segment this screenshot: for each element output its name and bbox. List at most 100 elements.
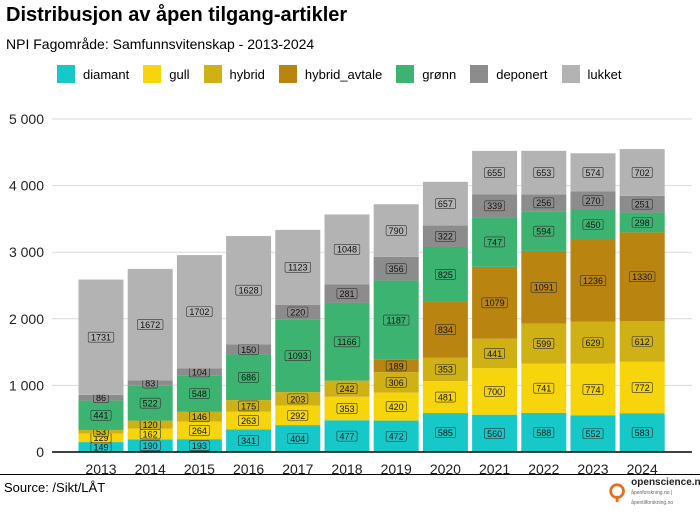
data-label-box xyxy=(530,281,557,293)
data-label: 1079 xyxy=(485,298,505,308)
data-label-box xyxy=(287,410,309,421)
data-label: 353 xyxy=(438,365,453,375)
data-label-box xyxy=(90,409,112,421)
y-tick-label: 3 000 xyxy=(9,244,44,260)
data-label-box xyxy=(579,275,607,286)
legend-label-grønn: grønn xyxy=(422,66,457,82)
data-label: 256 xyxy=(536,198,551,208)
legend-label-hybrid_avtale: hybrid_avtale xyxy=(304,66,383,82)
data-label-box xyxy=(87,331,115,343)
data-label-box xyxy=(434,363,456,375)
data-label-box xyxy=(336,430,358,442)
data-label-box xyxy=(631,336,653,347)
data-label: 129 xyxy=(93,433,108,443)
data-label: 251 xyxy=(635,200,650,210)
data-label-box xyxy=(139,397,161,409)
data-label-box xyxy=(238,415,260,426)
legend-swatch-hybrid xyxy=(203,65,222,83)
data-label-box xyxy=(336,403,358,414)
legend-label-gull: gull xyxy=(169,66,190,82)
data-label: 193 xyxy=(192,441,207,451)
data-label-box xyxy=(533,338,555,349)
source-caption: Source: /Sikt/LÅT xyxy=(4,480,106,495)
y-tick-label: 2 000 xyxy=(9,311,44,327)
data-label: 588 xyxy=(536,428,551,438)
data-label-box xyxy=(284,350,311,362)
data-label: 594 xyxy=(536,227,551,237)
data-label: 1123 xyxy=(288,263,307,273)
data-label: 548 xyxy=(192,389,207,399)
data-label: 86 xyxy=(96,393,106,403)
data-label: 281 xyxy=(339,289,354,299)
data-label-box xyxy=(235,284,262,296)
data-label: 120 xyxy=(143,420,158,430)
data-label-box xyxy=(533,167,555,178)
data-label: 1702 xyxy=(189,307,209,317)
data-label: 629 xyxy=(585,338,600,348)
data-label-box xyxy=(189,440,210,451)
data-label: 790 xyxy=(389,226,404,236)
y-tick-label: 0 xyxy=(36,444,44,460)
data-label: 270 xyxy=(585,196,600,206)
data-label-box xyxy=(333,336,361,348)
data-label-box xyxy=(484,348,506,359)
data-label-box xyxy=(582,428,604,439)
data-label-box xyxy=(484,236,506,248)
data-label-box xyxy=(629,271,656,283)
footer-divider xyxy=(0,474,700,475)
data-label-box xyxy=(434,198,456,209)
data-label: 1093 xyxy=(288,351,308,361)
logo-name: openscience.no xyxy=(631,477,700,488)
data-label-box xyxy=(383,314,410,326)
data-label-box xyxy=(137,319,164,330)
data-label-box xyxy=(631,217,653,228)
data-label: 574 xyxy=(585,168,600,178)
data-label: 292 xyxy=(290,411,305,421)
data-label-box xyxy=(631,198,653,210)
data-label: 441 xyxy=(93,411,108,421)
data-label-box xyxy=(533,382,555,394)
data-label: 341 xyxy=(241,436,256,446)
data-label-box xyxy=(434,427,456,438)
data-label-box xyxy=(385,377,407,388)
legend-item-diamant: diamant xyxy=(57,65,129,83)
data-label: 477 xyxy=(339,432,354,442)
data-label: 353 xyxy=(339,404,354,414)
data-label: 599 xyxy=(536,339,551,349)
x-tick-label: 2020 xyxy=(430,461,461,474)
data-label: 1166 xyxy=(337,337,356,347)
data-label: 655 xyxy=(487,168,502,178)
x-tick-label: 2019 xyxy=(381,461,412,474)
logo-tagline: åpenforskning.no | åpentilforskning.no xyxy=(631,490,674,506)
legend-swatch-hybrid_avtale xyxy=(278,65,297,83)
data-label: 481 xyxy=(438,392,453,402)
data-label: 1330 xyxy=(632,272,652,282)
data-label: 686 xyxy=(241,373,256,383)
data-label: 149 xyxy=(93,442,108,452)
data-label: 339 xyxy=(487,201,502,211)
legend-item-hybrid: hybrid xyxy=(203,65,265,83)
legend: diamant gull hybrid hybrid_avtale grønn depon… xyxy=(57,65,636,83)
openscience-logo-icon xyxy=(609,483,625,503)
data-label: 189 xyxy=(389,361,404,371)
data-label-box xyxy=(284,261,311,273)
data-label-box xyxy=(434,391,456,403)
data-label: 700 xyxy=(487,387,502,397)
data-label: 175 xyxy=(241,401,256,411)
data-label-box xyxy=(631,167,653,178)
data-label-box xyxy=(238,435,260,446)
data-label-box xyxy=(333,244,361,255)
data-label-box xyxy=(582,337,604,349)
data-label-box xyxy=(582,219,604,230)
chart-subtitle: NPI Fagområde: Samfunnsvitenskap - 2013-… xyxy=(6,36,315,52)
data-label: 190 xyxy=(143,441,158,451)
data-label-box xyxy=(631,427,653,438)
data-label-box xyxy=(336,288,358,299)
legend-label-hybrid: hybrid xyxy=(229,66,265,82)
data-label: 583 xyxy=(635,428,650,438)
legend-item-lukket: lukket xyxy=(561,65,622,83)
x-tick-label: 2016 xyxy=(233,461,264,474)
data-label: 702 xyxy=(635,168,650,178)
legend-label-deponert: deponert xyxy=(496,66,548,82)
